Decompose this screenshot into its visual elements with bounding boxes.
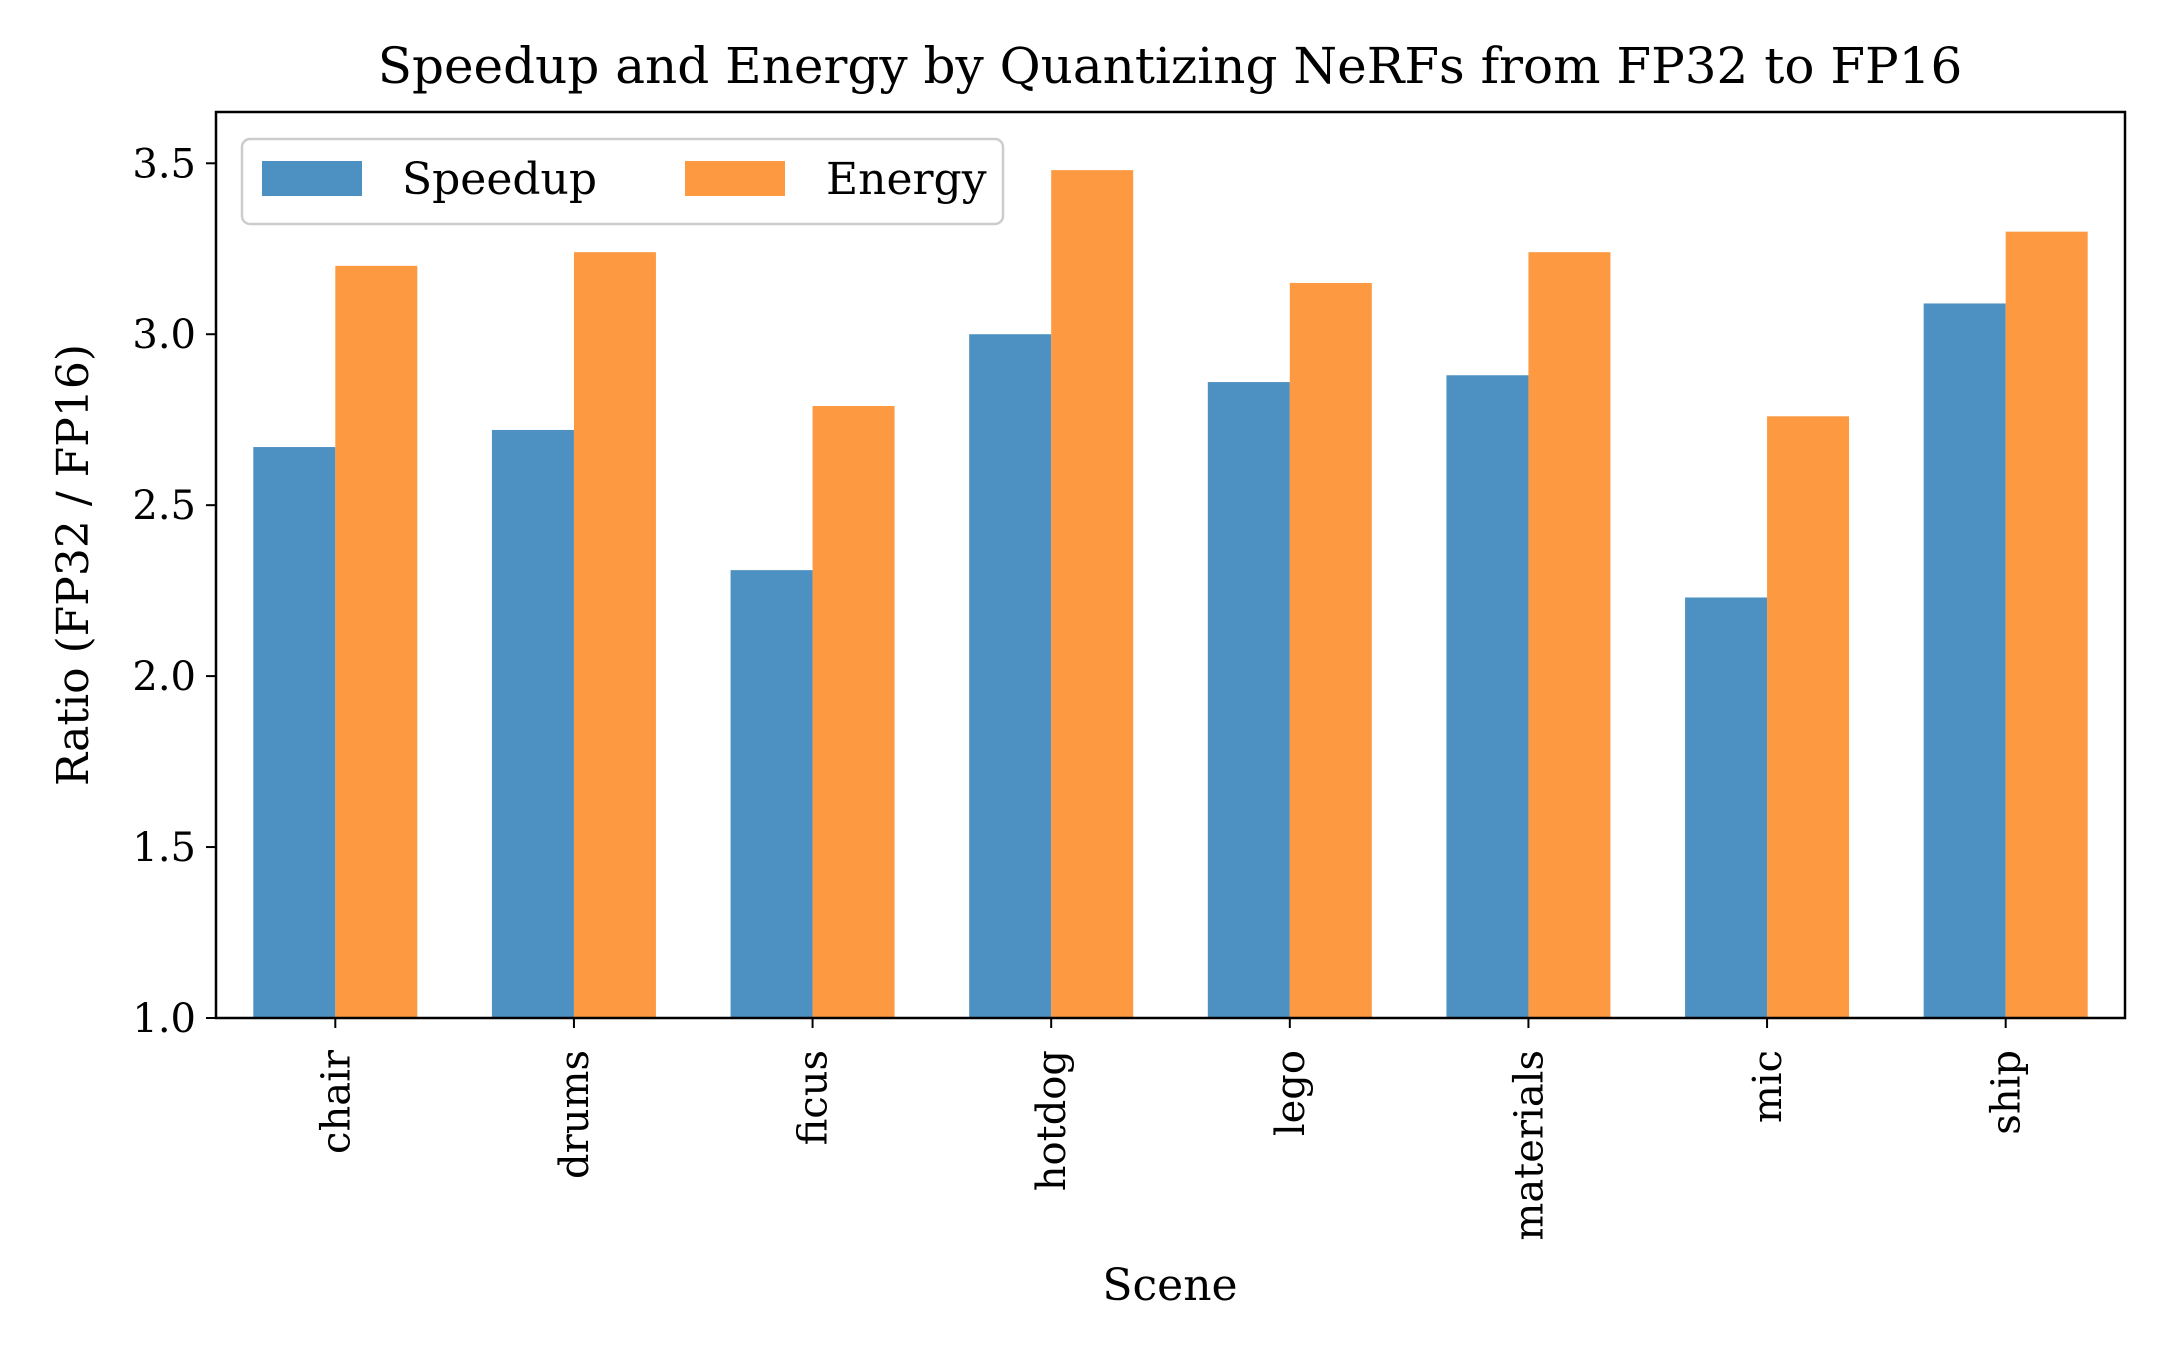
y-tick-label: 3.0 xyxy=(132,312,196,358)
bar-energy-mic xyxy=(1767,416,1849,1018)
bar-energy-materials xyxy=(1528,252,1610,1018)
legend: Speedup Energy xyxy=(242,139,1003,224)
bar-speedup-chair xyxy=(253,447,335,1018)
y-tick-label: 2.5 xyxy=(132,483,196,529)
y-axis-label: Ratio (FP32 / FP16) xyxy=(48,344,99,786)
x-axis-ticks: chair drums ficus hotdog lego materials mic shi… xyxy=(313,1018,2029,1241)
bar-energy-ship xyxy=(2006,232,2088,1018)
bar-energy-drums xyxy=(574,252,656,1018)
bar-speedup-drums xyxy=(492,430,574,1018)
bar-speedup-mic xyxy=(1685,597,1767,1018)
x-tick-label-hotdog: hotdog xyxy=(1029,1050,1075,1191)
y-axis-ticks: 1.0 1.5 2.0 2.5 3.0 3.5 xyxy=(132,141,216,1042)
bars-group xyxy=(253,170,2087,1018)
y-tick-label: 1.5 xyxy=(132,825,196,871)
bar-speedup-materials xyxy=(1446,375,1528,1018)
bar-speedup-lego xyxy=(1208,382,1290,1018)
legend-swatch-energy xyxy=(685,161,785,196)
x-tick-label-drums: drums xyxy=(552,1050,598,1179)
x-tick-label-materials: materials xyxy=(1506,1050,1552,1241)
bar-energy-lego xyxy=(1290,283,1372,1018)
bar-speedup-ship xyxy=(1924,303,2006,1018)
bar-energy-chair xyxy=(335,266,417,1018)
x-tick-label-ship: ship xyxy=(1984,1050,2030,1135)
y-tick-label: 2.0 xyxy=(132,654,196,700)
chart-title: Speedup and Energy by Quantizing NeRFs f… xyxy=(378,37,1963,95)
y-tick-label: 1.0 xyxy=(132,996,196,1042)
bar-speedup-hotdog xyxy=(969,334,1051,1018)
x-tick-label-chair: chair xyxy=(313,1049,359,1154)
x-tick-label-mic: mic xyxy=(1745,1050,1791,1123)
legend-swatch-speedup xyxy=(262,161,362,196)
y-tick-label: 3.5 xyxy=(132,141,196,187)
x-tick-label-lego: lego xyxy=(1268,1050,1314,1136)
bar-energy-ficus xyxy=(813,406,895,1018)
legend-label-energy: Energy xyxy=(826,154,987,205)
bar-speedup-ficus xyxy=(731,570,813,1018)
bar-energy-hotdog xyxy=(1051,170,1133,1018)
x-tick-label-ficus: ficus xyxy=(791,1050,837,1145)
x-axis-label: Scene xyxy=(1102,1260,1237,1311)
legend-label-speedup: Speedup xyxy=(402,154,597,205)
